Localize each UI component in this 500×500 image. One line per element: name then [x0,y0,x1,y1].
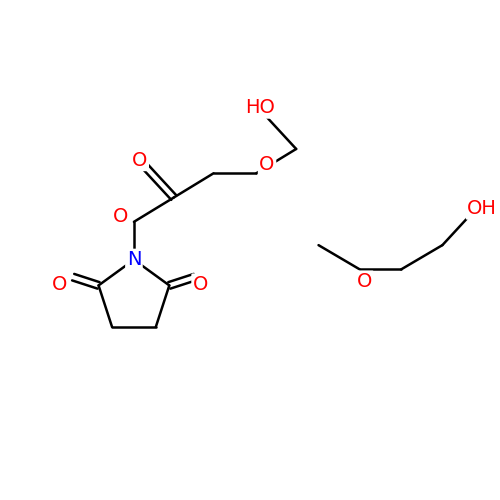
Text: O: O [260,155,274,174]
Text: N: N [126,250,141,269]
Text: OH: OH [468,199,497,218]
Text: O: O [52,275,67,294]
Text: O: O [132,150,148,170]
Text: O: O [193,275,208,294]
Text: O: O [357,272,372,291]
Text: O: O [112,208,128,227]
Text: HO: HO [245,98,274,117]
